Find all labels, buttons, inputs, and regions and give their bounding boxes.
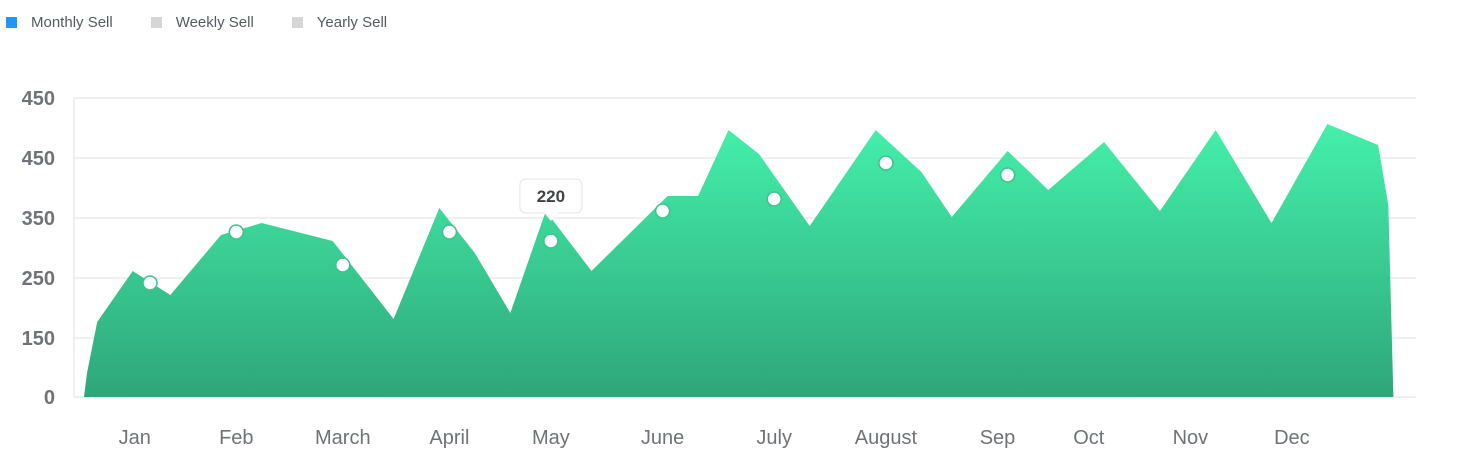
data-point-marker — [878, 155, 894, 171]
legend-label-yearly: Yearly Sell — [316, 13, 388, 31]
x-tick-label: July — [756, 427, 792, 449]
x-tick-label: June — [641, 427, 684, 449]
legend-item-weekly[interactable]: Weekly Sell — [150, 13, 254, 31]
x-tick-label: March — [315, 427, 371, 449]
tooltip-value: 220 — [537, 187, 565, 206]
y-tick-label: 350 — [22, 208, 55, 230]
x-tick-label: Oct — [1073, 427, 1105, 449]
y-tick-label: 450 — [22, 148, 55, 170]
y-tick-label: 450 — [22, 88, 55, 110]
x-tick-label: April — [429, 427, 469, 449]
x-tick-label: May — [532, 427, 570, 449]
x-tick-label: Sep — [980, 427, 1016, 449]
x-tick-label: Nov — [1173, 427, 1209, 449]
legend-label-monthly: Monthly Sell — [31, 13, 113, 31]
data-point-marker — [441, 224, 458, 240]
x-tick-label: Jan — [119, 427, 151, 449]
legend-item-yearly[interactable]: Yearly Sell — [291, 13, 388, 31]
x-tick-label: Feb — [219, 427, 253, 449]
data-point-marker — [766, 191, 782, 207]
tooltip-pointer — [543, 212, 558, 221]
data-point-marker — [335, 257, 351, 273]
tooltip: 220 — [519, 178, 583, 221]
x-tick-label: August — [855, 427, 918, 449]
legend-swatch-yearly — [291, 16, 303, 28]
legend-item-monthly[interactable]: Monthly Sell — [6, 14, 113, 31]
data-point-marker — [543, 233, 559, 249]
legend-swatch-weekly — [150, 16, 162, 28]
y-tick-label: 250 — [22, 268, 55, 290]
data-point-marker — [228, 224, 245, 240]
legend-swatch-monthly — [6, 16, 17, 28]
data-point-marker — [999, 167, 1016, 183]
data-point-marker — [654, 203, 671, 219]
legend-label-weekly: Weekly Sell — [175, 13, 254, 31]
y-tick-label: 0 — [44, 387, 55, 409]
y-tick-label: 150 — [22, 328, 55, 350]
x-tick-label: Dec — [1274, 427, 1310, 449]
data-point-marker — [142, 275, 158, 291]
chart-legend: Monthly Sell Weekly Sell Yearly Sell — [0, 0, 425, 44]
monthly-sell-area — [84, 124, 1394, 397]
